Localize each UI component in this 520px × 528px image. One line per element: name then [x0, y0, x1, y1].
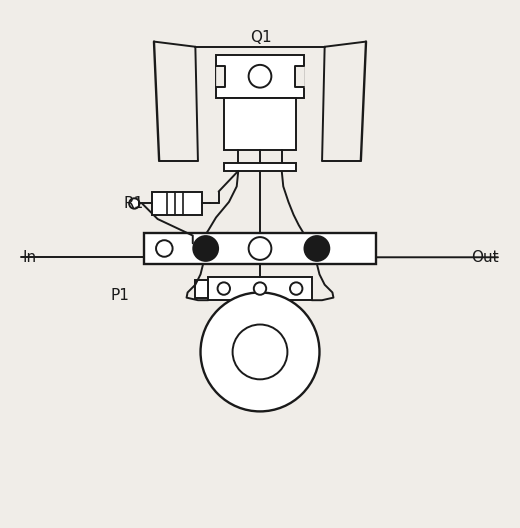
Bar [144, 233, 376, 264]
Circle shape [156, 240, 173, 257]
Circle shape [193, 236, 218, 261]
Circle shape [217, 282, 230, 295]
Text: In: In [23, 250, 37, 265]
Circle shape [305, 236, 329, 261]
Bar [216, 54, 304, 99]
Text: Q1: Q1 [250, 30, 272, 45]
Text: Out: Out [471, 250, 499, 265]
Circle shape [249, 65, 271, 88]
Bar [224, 163, 296, 171]
Text: P1: P1 [111, 288, 130, 303]
Circle shape [201, 293, 319, 411]
Bar [295, 66, 305, 87]
Bar [224, 99, 296, 150]
Circle shape [232, 325, 288, 379]
Circle shape [290, 282, 303, 295]
Bar [215, 66, 225, 87]
Bar [209, 277, 311, 300]
Circle shape [129, 199, 139, 209]
Circle shape [254, 282, 266, 295]
Circle shape [249, 237, 271, 260]
Bar [152, 192, 202, 215]
Text: R1: R1 [123, 196, 144, 211]
Bar [196, 279, 209, 298]
